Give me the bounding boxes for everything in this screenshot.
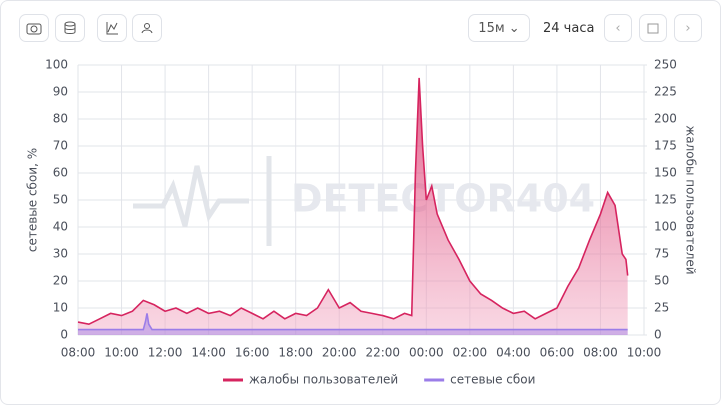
- chart-button[interactable]: [97, 14, 127, 42]
- x-tick-label: 00:00: [409, 346, 444, 360]
- x-tick-label: 04:00: [496, 346, 531, 360]
- y2-tick-label: 225: [654, 85, 677, 99]
- database-icon: [64, 21, 76, 34]
- camera-button[interactable]: [19, 14, 49, 42]
- legend-label: жалобы пользователей: [249, 373, 398, 387]
- database-button[interactable]: [55, 14, 85, 42]
- user-icon: [141, 23, 153, 34]
- y2-tick-label: 125: [654, 193, 677, 207]
- y-tick-label: 80: [53, 112, 68, 126]
- x-tick-label: 06:00: [540, 346, 575, 360]
- x-tick-label: 20:00: [322, 346, 357, 360]
- x-tick-label: 12:00: [148, 346, 183, 360]
- y-tick-label: 90: [53, 85, 68, 99]
- area: [78, 77, 628, 336]
- y-axis-title: сетевые сбои, %: [26, 148, 40, 252]
- y2-tick-label: 75: [654, 247, 669, 261]
- watermark-logo: [133, 156, 272, 246]
- x-tick-label: 18:00: [278, 346, 313, 360]
- interval-text: 15м: [478, 20, 505, 36]
- y-tick-label: 70: [53, 139, 68, 153]
- line: [77, 77, 629, 326]
- y2-tick-label: 250: [654, 58, 677, 72]
- interval-select[interactable]: 15м ⌄: [468, 14, 530, 42]
- watermark: DETECTOR404: [291, 177, 595, 221]
- range-text: 24 часа: [543, 21, 595, 36]
- y-tick-label: 40: [53, 220, 68, 234]
- y2-tick-label: 200: [654, 112, 677, 126]
- x-tick-label: 08:00: [583, 346, 618, 360]
- camera-icon: [26, 23, 42, 35]
- calendar-button[interactable]: [639, 14, 667, 42]
- y-tick-label: 0: [60, 328, 68, 342]
- legend-label: сетевые сбои: [450, 373, 535, 387]
- y2-tick-label: 100: [654, 220, 677, 234]
- prev-button[interactable]: ‹: [604, 14, 632, 42]
- x-tick-label: 22:00: [365, 346, 400, 360]
- x-tick-label: 16:00: [235, 346, 270, 360]
- x-tick-label: 02:00: [453, 346, 488, 360]
- y-tick-label: 60: [53, 166, 68, 180]
- line: [78, 313, 628, 331]
- y2-tick-label: 150: [654, 166, 677, 180]
- y-tick-label: 30: [53, 247, 68, 261]
- y2-tick-label: 175: [654, 139, 677, 153]
- y-tick-label: 100: [45, 58, 68, 72]
- next-button[interactable]: ›: [674, 14, 702, 42]
- y-tick-label: 50: [53, 193, 68, 207]
- x-tick-label: 10:00: [104, 346, 139, 360]
- y2-tick-label: 25: [654, 301, 669, 315]
- y2-axis-title: жалобы пользователей: [684, 125, 698, 274]
- x-tick-label: 10:00: [627, 346, 662, 360]
- y2-tick-label: 50: [654, 274, 669, 288]
- x-tick-label: 08:00: [61, 346, 96, 360]
- calendar-icon: [647, 23, 659, 34]
- x-tick-label: 14:00: [191, 346, 226, 360]
- y-tick-label: 10: [53, 301, 68, 315]
- chart-icon: [106, 22, 118, 35]
- y2-tick-label: 0: [654, 328, 662, 342]
- user-button[interactable]: [132, 14, 162, 42]
- y-tick-label: 20: [53, 274, 68, 288]
